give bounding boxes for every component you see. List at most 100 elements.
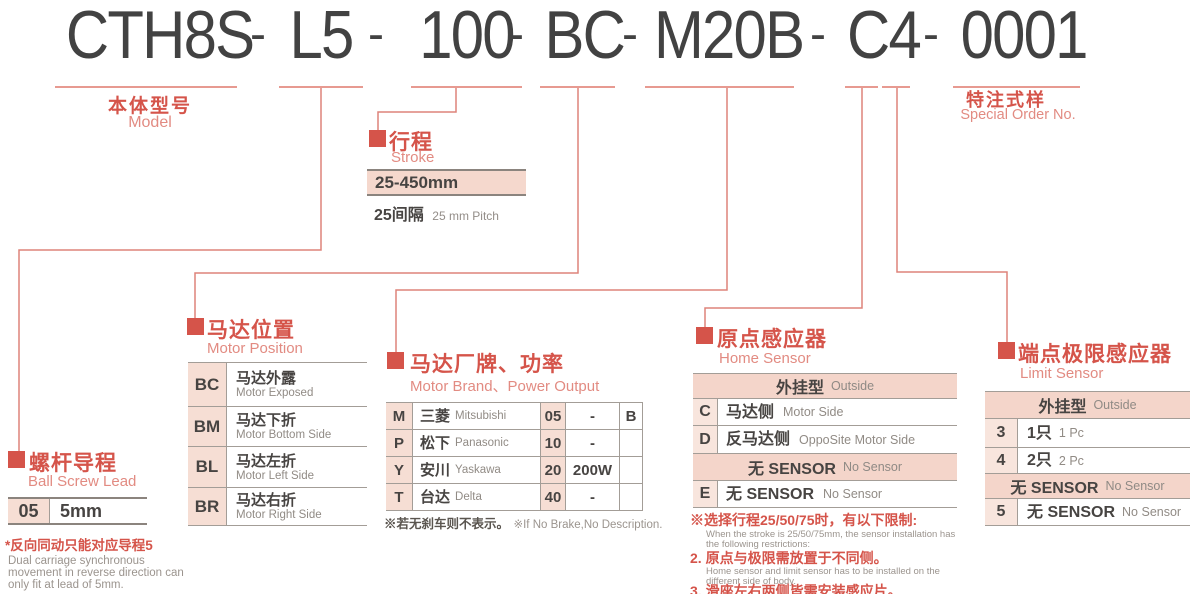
title-segment-lead: L5: [289, 0, 354, 73]
code-cell: D: [693, 426, 718, 453]
brand-en: Delta: [455, 491, 482, 503]
table-row: BL 马达左折 Motor Left Side: [188, 447, 367, 488]
motor-position-section-marker-icon: [187, 318, 204, 335]
home-sensor-note-3: the following restrictions:: [706, 539, 811, 550]
ball-screw-section-marker-icon: [8, 451, 25, 468]
desc-zh: 无 SENSOR: [726, 485, 815, 503]
group-header-en: Outside: [830, 379, 875, 393]
brand-code-cell: Y: [386, 457, 413, 483]
ball-screw-note-en-line1: Dual carriage synchronous: [8, 555, 145, 567]
desc-zh: 1只: [1027, 424, 1052, 442]
power-code-cell: 05: [540, 403, 566, 429]
home-sensor-note-5: Home sensor and limit sensor has to be i…: [706, 566, 940, 577]
stroke-range-box: 25-450mm: [367, 169, 526, 196]
brake-cell: [619, 430, 643, 456]
power-cell: -: [590, 434, 595, 452]
code-cell: BR: [188, 488, 227, 525]
brand-cell: 台达 Delta: [413, 484, 540, 510]
power-cell: 200W: [572, 461, 613, 479]
brand-cell: 安川 Yaskawa: [413, 457, 540, 483]
code-cell: 5: [985, 499, 1018, 525]
motor-position-title-zh: 马达位置: [207, 319, 295, 342]
motor-brand-note-zh: ※若无刹车则不表示。: [384, 517, 510, 531]
desc-cell: 反马达侧 OppoSite Motor Side: [718, 426, 915, 453]
title-dash: -: [810, 8, 826, 61]
table-row: BM 马达下折 Motor Bottom Side: [188, 407, 367, 447]
desc-cell: 马达下折 Motor Bottom Side: [227, 407, 331, 446]
brake-cell: B: [619, 403, 643, 429]
motor-brand-title-zh: 马达厂牌、功率: [410, 353, 564, 376]
stroke-section-marker-icon: [369, 130, 386, 147]
home-sensor-note-4: 2. 原点与极限需放置于不同侧。: [690, 550, 888, 566]
table-row: P 松下 Panasonic 10 -: [386, 430, 643, 457]
special-order-label-en: Special Order No.: [960, 107, 1076, 123]
code-cell: BM: [188, 407, 227, 446]
code-cell: BL: [188, 447, 227, 487]
desc-cell: 无 SENSOR No Sensor: [1018, 499, 1181, 525]
stroke-title-zh: 行程: [389, 131, 433, 154]
ball-screw-title-zh: 螺杆导程: [29, 452, 117, 475]
desc-en: 2 Pc: [1058, 453, 1084, 468]
motor-position-table: BC 马达外露 Motor Exposed BM 马达下折 Motor Bott…: [188, 362, 367, 526]
table-row: 5 无 SENSOR No Sensor: [985, 499, 1190, 526]
desc-zh: 马达右折: [236, 492, 297, 509]
table-row: BC 马达外露 Motor Exposed: [188, 363, 367, 407]
power-code-cell: 40: [540, 484, 566, 510]
desc-cell: 马达左折 Motor Left Side: [227, 447, 314, 487]
desc-en: Motor Right Side: [236, 509, 322, 521]
brand-en: Mitsubishi: [455, 410, 507, 422]
power-code-cell: 10: [540, 430, 566, 456]
brand-zh: 安川: [420, 461, 451, 479]
home-sensor-note-7: 3. 滑座左右两侧皆需安装感应片。: [690, 583, 902, 594]
desc-en: 1 Pc: [1058, 426, 1084, 440]
ball-screw-note-zh: *反向同动只能对应导程5: [5, 538, 153, 553]
desc-en: OppoSite Motor Side: [799, 432, 916, 447]
brand-en: Yaskawa: [455, 464, 501, 476]
model-label-en: Model: [128, 114, 172, 131]
desc-zh: 马达左折: [236, 452, 297, 470]
ball-screw-value-cell: 5mm: [60, 500, 103, 521]
desc-cell: 马达外露 Motor Exposed: [227, 363, 313, 406]
desc-cell: 马达侧 Motor Side: [718, 399, 843, 425]
home-sensor-title-en: Home Sensor: [719, 350, 811, 367]
ball-screw-title-en: Ball Screw Lead: [28, 473, 137, 490]
home-sensor-note-2: When the stroke is 25/50/75mm, the senso…: [706, 529, 956, 540]
desc-cell: 马达右折 Motor Right Side: [227, 488, 322, 525]
desc-cell: 2只 2 Pc: [1018, 448, 1084, 473]
table-row: D 反马达侧 OppoSite Motor Side: [693, 426, 957, 454]
title-segment-model: CTH8S: [65, 0, 255, 73]
motor-brand-section-marker-icon: [387, 352, 404, 369]
group-header-row: 外挂型 Outside: [693, 374, 957, 399]
desc-en: Motor Bottom Side: [236, 429, 332, 441]
ball-screw-code-cell: 05: [8, 499, 50, 523]
home-sensor-title-zh: 原点感应器: [717, 328, 827, 351]
title-segment-stroke: 100: [419, 0, 515, 73]
group-header-row: 无 SENSOR No Sensor: [985, 474, 1190, 499]
title-segment-motor-brand: M20B: [653, 0, 805, 73]
special-order-label-zh: 特注式样: [966, 90, 1046, 110]
brand-code-cell: M: [386, 403, 413, 429]
group-header-zh: 外挂型: [1038, 399, 1087, 416]
ball-screw-note-en-line3: only fit at lead of 5mm.: [8, 579, 124, 591]
limit-sensor-table: 外挂型 Outside 3 1只 1 Pc 4 2只 2 Pc 无 SENSOR…: [985, 391, 1190, 526]
stroke-pitch-line: 25间隔 25 mm Pitch: [374, 201, 499, 225]
limit-sensor-title-en: Limit Sensor: [1020, 365, 1104, 382]
desc-en: No Sensor: [823, 487, 883, 501]
stroke-title-en: Stroke: [391, 149, 435, 166]
title-dash: -: [508, 8, 524, 61]
power-cell: -: [590, 407, 595, 425]
desc-en: Motor Exposed: [236, 387, 314, 399]
table-row: T 台达 Delta 40 -: [386, 484, 643, 511]
brand-zh: 松下: [420, 434, 451, 452]
brand-code-cell: P: [386, 430, 413, 456]
desc-cell: 1只 1 Pc: [1018, 419, 1084, 447]
title-dash: -: [250, 8, 266, 61]
motor-brand-title-en: Motor Brand、Power Output: [410, 378, 600, 395]
power-cell: -: [590, 488, 595, 506]
model-label-zh: 本体型号: [107, 96, 192, 117]
table-row: 4 2只 2 Pc: [985, 448, 1190, 474]
desc-zh: 马达侧: [726, 403, 775, 421]
title-dash: -: [368, 8, 384, 61]
brake-cell: [619, 484, 643, 510]
motor-brand-note: ※若无刹车则不表示。 ※If No Brake,No Description.: [384, 513, 662, 533]
